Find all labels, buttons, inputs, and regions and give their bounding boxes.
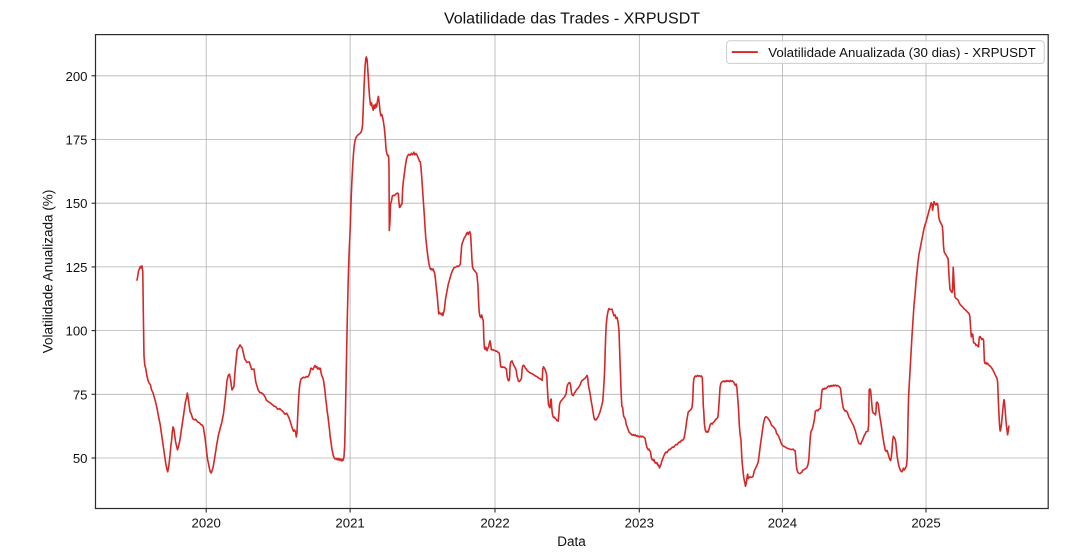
svg-text:2021: 2021 bbox=[335, 516, 364, 531]
svg-text:Volatilidade Anualizada (30 di: Volatilidade Anualizada (30 dias) - XRPU… bbox=[768, 45, 1036, 60]
svg-text:2023: 2023 bbox=[625, 516, 654, 531]
svg-text:2025: 2025 bbox=[911, 516, 940, 531]
svg-text:2020: 2020 bbox=[192, 516, 221, 531]
svg-text:2024: 2024 bbox=[768, 516, 797, 531]
svg-text:75: 75 bbox=[73, 387, 88, 402]
svg-text:50: 50 bbox=[73, 451, 88, 466]
svg-text:175: 175 bbox=[65, 133, 87, 148]
svg-text:125: 125 bbox=[65, 260, 87, 275]
svg-text:100: 100 bbox=[65, 324, 87, 339]
svg-text:2022: 2022 bbox=[480, 516, 509, 531]
svg-text:Volatilidade Anualizada (%): Volatilidade Anualizada (%) bbox=[41, 190, 56, 354]
svg-text:Data: Data bbox=[557, 534, 586, 549]
svg-text:Volatilidade das Trades - XRPU: Volatilidade das Trades - XRPUSDT bbox=[444, 11, 700, 28]
svg-text:150: 150 bbox=[65, 196, 87, 211]
svg-text:200: 200 bbox=[65, 69, 87, 84]
